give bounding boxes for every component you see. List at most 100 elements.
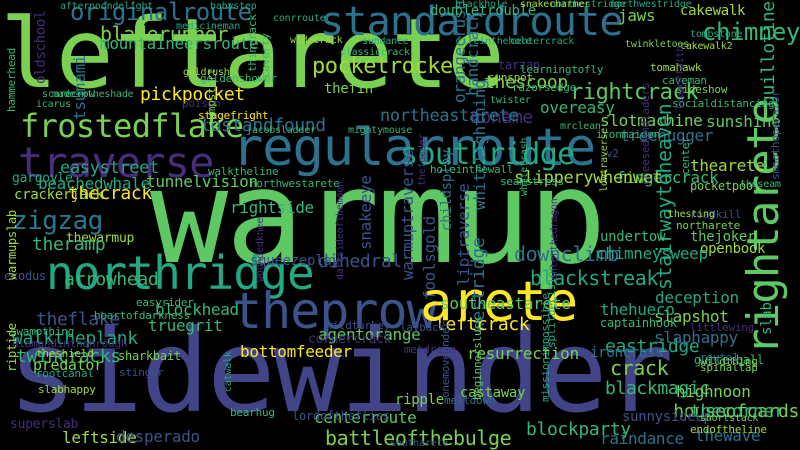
word-72: thescoop xyxy=(484,72,568,93)
word-107: route1 xyxy=(700,351,739,364)
word-42: slapshot xyxy=(654,307,729,326)
word-36: desperado xyxy=(116,427,200,446)
word-130: rootcanal xyxy=(36,367,94,380)
word-27: leftcrack xyxy=(435,314,530,335)
word-178: mrclean xyxy=(560,121,601,132)
word-146: medicineman xyxy=(176,21,241,32)
word-115: ripple xyxy=(395,392,444,408)
word-181: northarete xyxy=(676,219,741,232)
word-4: regularroute xyxy=(232,118,596,178)
word-186: thefeeder xyxy=(417,133,428,186)
word-183: center xyxy=(679,136,692,175)
word-94: liptraverse xyxy=(454,183,473,286)
word-34: centerroute xyxy=(314,408,417,427)
word-162: tomahawk xyxy=(650,61,702,74)
word-35: leftside xyxy=(62,428,137,447)
word-176: jacobsladder xyxy=(246,125,316,136)
word-132: superslab xyxy=(10,417,79,432)
word-182: thesting xyxy=(668,209,715,220)
word-151: northwestridge xyxy=(610,0,692,10)
word-173: poison xyxy=(182,97,221,110)
word-52: arrowhead xyxy=(64,269,159,290)
word-5: traverse xyxy=(18,138,214,187)
word-161: sunspot xyxy=(488,71,533,84)
word-51: predator xyxy=(33,356,103,374)
word-13: pocketrocket xyxy=(312,54,466,79)
word-23: thewarmup xyxy=(66,231,135,246)
word-8: arete xyxy=(420,270,578,333)
word-78: doubletrouble xyxy=(430,3,536,19)
word-192: lowtraverse xyxy=(599,127,610,192)
word-123: bearhug xyxy=(230,406,275,419)
word-83: warmuptraverse xyxy=(398,149,417,280)
word-56: slotmachine xyxy=(600,111,703,130)
word-70: oldschool xyxy=(33,10,49,84)
word-157: fireinthehole xyxy=(456,36,532,47)
word-85: thejoker xyxy=(690,229,756,245)
word-117: beginnersluck xyxy=(471,316,484,400)
word-43: bottomfeeder xyxy=(240,342,352,361)
word-101: pocketpool xyxy=(690,179,760,193)
word-180: ironmaiden xyxy=(596,128,661,141)
word-73: overeasy xyxy=(540,98,615,117)
word-144: afternoondelight xyxy=(60,1,154,12)
word-15: southridge xyxy=(400,137,575,172)
word-11: zigzag xyxy=(12,206,103,236)
word-134: swampthing xyxy=(10,325,75,338)
word-55: noname xyxy=(470,107,533,128)
word-124: catwalk xyxy=(223,351,234,392)
word-65: deception xyxy=(655,288,739,307)
word-21: thecrack xyxy=(68,183,152,204)
word-53: theramp xyxy=(32,234,106,255)
word-166: goldenshower xyxy=(200,72,277,85)
word-7: theprow xyxy=(232,282,437,340)
word-40: highnoon xyxy=(676,382,751,401)
word-104: littlewing xyxy=(690,321,755,334)
word-79: mountaineersroute xyxy=(100,34,259,53)
word-44: agentorange xyxy=(318,325,421,344)
word-165: socialdistancing xyxy=(672,97,775,110)
word-145: babystep xyxy=(210,1,257,12)
word-187: whitetrash xyxy=(519,137,530,196)
word-91: undertow xyxy=(600,229,666,245)
word-164: sideshow xyxy=(676,83,728,96)
word-160: tarzan xyxy=(498,58,540,72)
word-41: thecorner xyxy=(690,401,785,422)
word-61: slipperywhenwet xyxy=(514,168,663,188)
word-126: woundedknee xyxy=(255,217,266,282)
word-69: tsunami xyxy=(70,54,89,120)
word-169: caverty xyxy=(259,33,272,78)
word-116: meltdown xyxy=(444,394,496,407)
word-142: scarecrow xyxy=(42,89,95,100)
word-110: slab xyxy=(759,302,775,335)
word-128: sharkbait xyxy=(118,349,181,363)
word-84: squeezeplay xyxy=(250,253,340,269)
word-2: sidewinder xyxy=(8,305,674,438)
word-86: openbook xyxy=(700,241,766,257)
word-137: exodus xyxy=(4,269,46,283)
word-159: classiccrack xyxy=(340,47,410,58)
word-30: crack xyxy=(610,356,669,380)
word-32: battleofthebulge xyxy=(325,426,512,450)
word-170: learningtofly xyxy=(520,63,604,76)
word-31: blackmagic xyxy=(605,378,710,399)
word-17: pickpocket xyxy=(140,84,245,105)
word-14: bladerunner xyxy=(100,22,229,46)
word-87: southeastarete xyxy=(440,294,571,313)
word-125: wildturkey xyxy=(326,319,391,332)
word-121: southarete xyxy=(390,438,449,449)
word-62: beachedwhale xyxy=(38,174,150,193)
word-16: rightcrack xyxy=(570,80,699,105)
word-66: slaphappy xyxy=(654,328,738,347)
word-6: northridge xyxy=(46,246,315,300)
word-0: leftarete xyxy=(0,0,505,110)
word-19: jaws xyxy=(618,6,656,25)
word-97: walktheline xyxy=(208,165,279,178)
word-140: madeintheshade xyxy=(52,89,134,100)
word-148: blackhole xyxy=(455,0,508,10)
word-114: castaway xyxy=(460,385,526,401)
word-191: theseam xyxy=(740,179,781,190)
word-60: fingercrack xyxy=(616,168,719,187)
word-48: truegrit xyxy=(148,316,223,335)
word-80: rightside xyxy=(230,198,314,217)
